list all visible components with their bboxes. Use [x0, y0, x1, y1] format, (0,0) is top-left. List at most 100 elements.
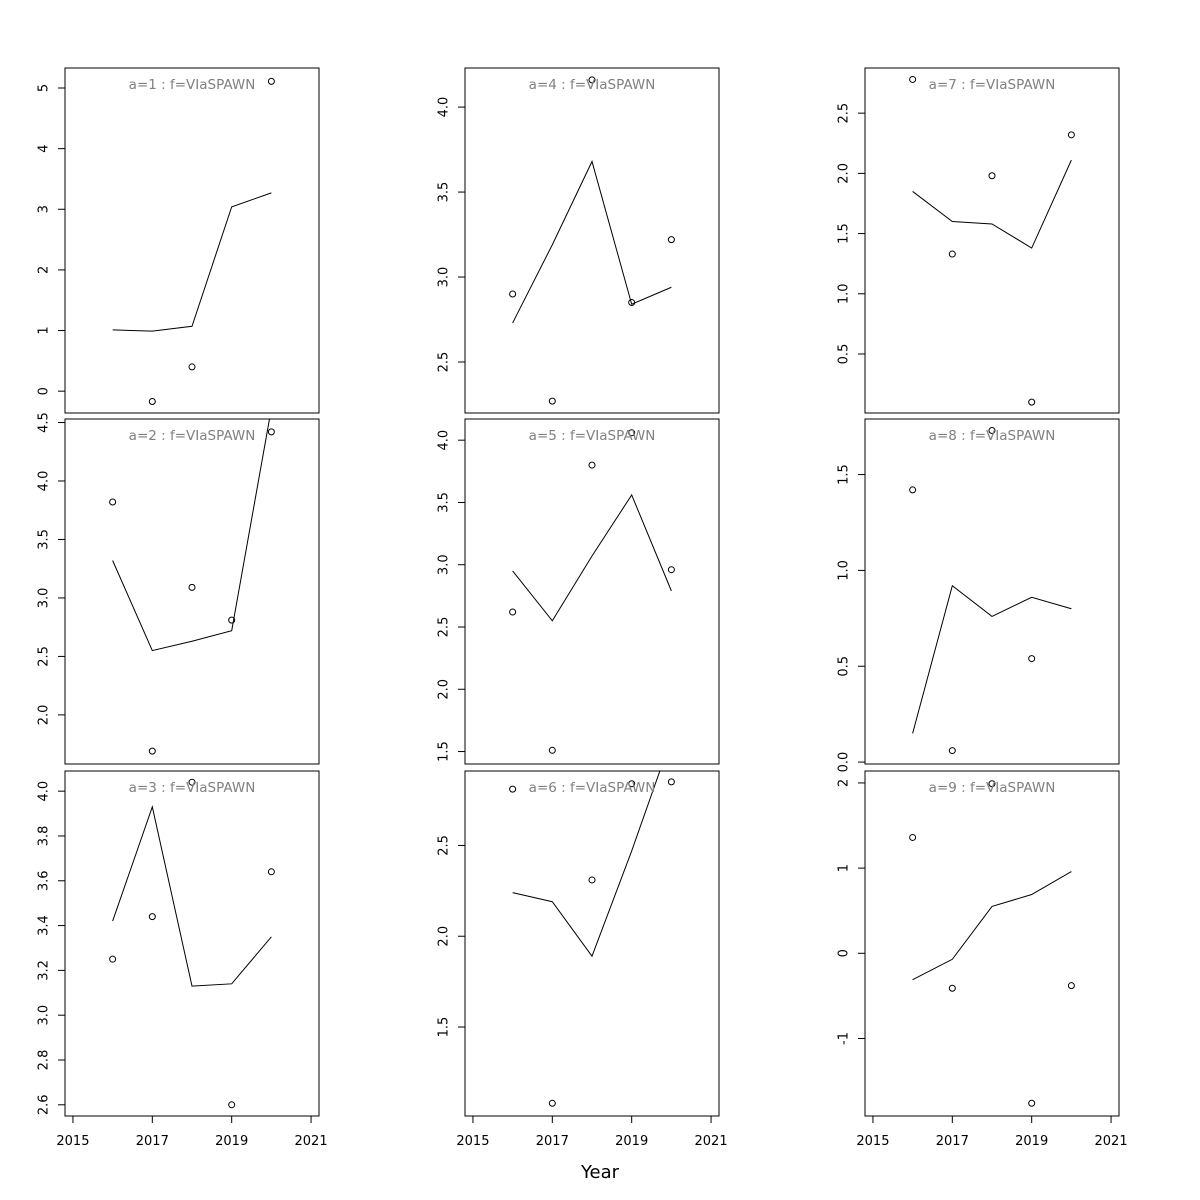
x-tick-label: 2021 [695, 1134, 728, 1149]
point [148, 397, 156, 405]
panel [909, 75, 1075, 406]
y-tick-label: 3.0 [437, 554, 452, 575]
point [588, 876, 596, 884]
y-tick-label: 1.5 [837, 464, 852, 485]
y-tick-label: 4 [37, 145, 52, 153]
y-tick-label: 1.5 [837, 223, 852, 244]
line [112, 192, 272, 332]
y-tick-label: 2.0 [837, 163, 852, 184]
y-tick-label: 4.5 [37, 412, 52, 433]
point [148, 747, 156, 755]
line [912, 159, 1072, 249]
point [948, 250, 956, 258]
point [109, 498, 117, 506]
point [188, 583, 196, 591]
panel [112, 77, 275, 405]
y-tick-label: 2 [837, 779, 852, 787]
panel-title: a=1 : f=VIaSPAWN [129, 77, 256, 93]
point [667, 236, 675, 244]
point [667, 778, 675, 786]
point [628, 780, 636, 788]
y-tick-label: 3.0 [37, 1005, 52, 1026]
panel [909, 780, 1075, 1107]
panel-box [864, 67, 1120, 414]
point [509, 608, 517, 616]
x-tick-label: 2017 [536, 1134, 569, 1149]
point [988, 172, 996, 180]
point [988, 427, 996, 434]
panel [509, 429, 675, 754]
y-tick-label: 3.0 [37, 588, 52, 609]
y-tick-label: 3.6 [37, 870, 52, 891]
panel [909, 427, 1072, 755]
line [512, 160, 672, 324]
panel-title: a=2 : f=VIaSPAWN [129, 428, 256, 444]
x-tick-label: 2015 [456, 1134, 489, 1149]
y-tick-label: 1.5 [437, 741, 452, 762]
point [667, 566, 675, 574]
point [548, 1099, 556, 1107]
y-tick-label: 4.0 [37, 471, 52, 492]
line [112, 419, 271, 652]
x-tick-label: 2017 [136, 1134, 169, 1149]
y-tick-label: 1.5 [437, 1017, 452, 1038]
y-tick-label: 2.5 [837, 103, 852, 124]
point [1067, 131, 1075, 139]
panel-box [64, 67, 320, 414]
point [548, 397, 556, 405]
point [267, 428, 275, 436]
point [628, 429, 636, 437]
x-tick-label: 2015 [56, 1134, 89, 1149]
y-tick-label: 4.0 [437, 97, 452, 118]
y-tick-label: 3.0 [437, 267, 452, 288]
x-tick-label: 2021 [1095, 1134, 1128, 1149]
point [109, 955, 117, 963]
y-tick-label: 3 [37, 205, 52, 213]
panel-box [464, 418, 720, 765]
x-tick-label: 2019 [215, 1134, 248, 1149]
y-tick-label: 2.5 [37, 646, 52, 667]
y-tick-label: 2.0 [37, 705, 52, 726]
point [948, 984, 956, 992]
point [228, 616, 236, 624]
x-tick-label: 2019 [615, 1134, 648, 1149]
y-tick-label: 1.0 [837, 283, 852, 304]
panel-box [464, 67, 720, 414]
point [909, 486, 917, 494]
y-tick-label: 3.5 [437, 182, 452, 203]
point [148, 913, 156, 921]
y-tick-label: 2.0 [437, 926, 452, 947]
x-tick-label: 2021 [295, 1134, 328, 1149]
y-tick-label: 1 [837, 864, 852, 872]
panel-box [864, 418, 1120, 765]
x-tick-label: 2019 [1015, 1134, 1048, 1149]
y-tick-label: 4.0 [437, 430, 452, 451]
point [1028, 1099, 1036, 1107]
y-tick-label: 0.5 [837, 656, 852, 677]
point [509, 785, 517, 793]
y-tick-label: 0 [37, 387, 52, 395]
panel [109, 778, 275, 1109]
point [588, 461, 596, 469]
point [267, 77, 275, 85]
y-tick-label: 0 [837, 949, 852, 957]
panel-box [64, 770, 320, 1117]
y-tick-label: 0.0 [837, 752, 852, 773]
y-tick-label: 2.6 [37, 1094, 52, 1115]
line [512, 493, 672, 622]
line [112, 805, 272, 987]
panel-box [464, 770, 720, 1117]
y-tick-label: 1 [37, 326, 52, 334]
point [948, 747, 956, 755]
panel-title: a=4 : f=VIaSPAWN [529, 77, 656, 93]
point [228, 1101, 236, 1109]
y-tick-label: 0.5 [837, 344, 852, 365]
x-axis-label: Year [580, 1162, 620, 1183]
panel-box [864, 770, 1120, 1117]
point [1067, 982, 1075, 990]
panel [509, 771, 675, 1107]
y-tick-label: 2 [37, 266, 52, 274]
point [267, 868, 275, 876]
y-tick-label: 4.0 [37, 781, 52, 802]
